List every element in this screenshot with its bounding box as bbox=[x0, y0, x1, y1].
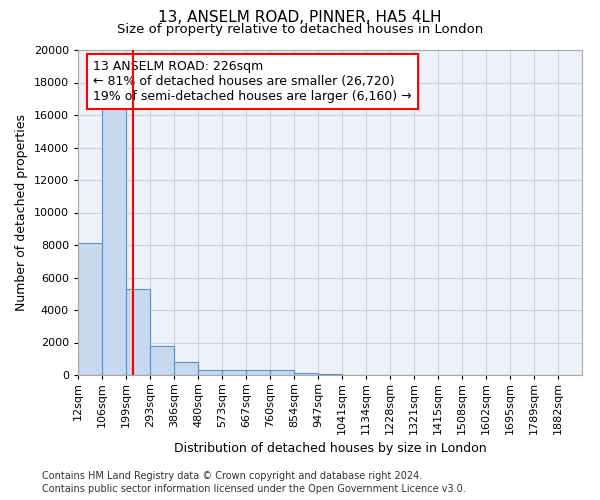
Bar bbox=[102, 107, 126, 375]
Text: 13, ANSELM ROAD, PINNER, HA5 4LH: 13, ANSELM ROAD, PINNER, HA5 4LH bbox=[158, 10, 442, 25]
Bar bbox=[246, 370, 270, 375]
Text: Size of property relative to detached houses in London: Size of property relative to detached ho… bbox=[117, 22, 483, 36]
Bar bbox=[174, 362, 198, 375]
Bar bbox=[150, 346, 174, 375]
Bar bbox=[126, 289, 150, 375]
Bar bbox=[318, 374, 342, 375]
Text: Contains public sector information licensed under the Open Government Licence v3: Contains public sector information licen… bbox=[42, 484, 466, 494]
Bar bbox=[294, 374, 318, 375]
Bar bbox=[78, 244, 102, 375]
Text: 13 ANSELM ROAD: 226sqm
← 81% of detached houses are smaller (26,720)
19% of semi: 13 ANSELM ROAD: 226sqm ← 81% of detached… bbox=[93, 60, 412, 103]
Bar bbox=[198, 370, 222, 375]
Bar bbox=[270, 370, 294, 375]
Y-axis label: Number of detached properties: Number of detached properties bbox=[15, 114, 28, 311]
X-axis label: Distribution of detached houses by size in London: Distribution of detached houses by size … bbox=[173, 442, 487, 456]
Text: Contains HM Land Registry data © Crown copyright and database right 2024.: Contains HM Land Registry data © Crown c… bbox=[42, 471, 422, 481]
Bar bbox=[222, 370, 246, 375]
